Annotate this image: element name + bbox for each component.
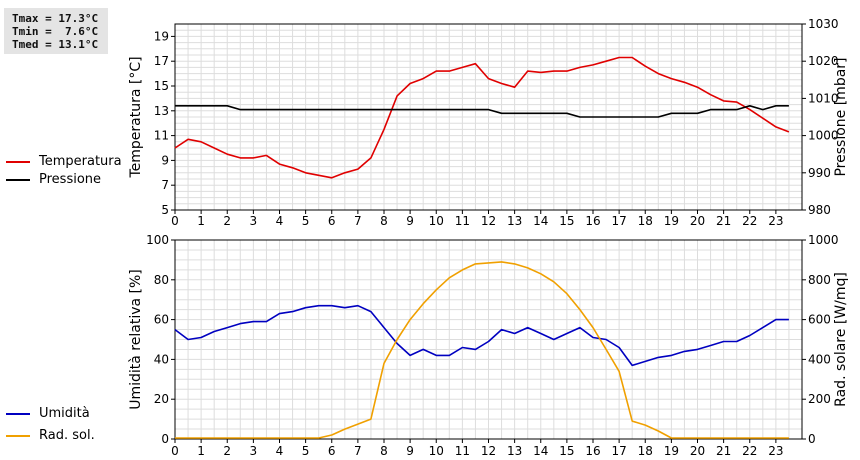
bottom-x-tick-label: 5 (302, 444, 310, 458)
top-x-tick-label: 16 (585, 214, 600, 228)
top-y2-axis-label: Pressione [mbar] (833, 57, 849, 176)
top-x-tick-label: 20 (690, 214, 705, 228)
bottom-x-tick-label: 20 (690, 444, 705, 458)
bottom-y2-tick-label: 600 (808, 313, 831, 327)
bottom-y2-tick-label: 400 (808, 352, 831, 366)
top-x-tick-label: 3 (250, 214, 258, 228)
bottom-x-tick-label: 21 (716, 444, 731, 458)
bottom-x-tick-label: 23 (768, 444, 783, 458)
top-x-tick-label: 14 (533, 214, 548, 228)
bottom-x-tick-label: 15 (559, 444, 574, 458)
legend-swatch-temperatura (6, 161, 30, 163)
bottom-y2-tick-label: 1000 (808, 233, 839, 247)
top-y-axis-label: Temperatura [°C] (128, 56, 144, 178)
legend-item-rad-sol: Rad. sol. (6, 427, 146, 445)
legend-item-umidita: Umidità (6, 405, 146, 423)
bottom-y2-tick-label: 800 (808, 273, 831, 287)
legend-swatch-umidita (6, 413, 30, 415)
top-x-tick-label: 4 (276, 214, 284, 228)
top-series-pressione (175, 105, 789, 118)
top-y-tick-label: 15 (154, 79, 169, 93)
top-y-tick-label: 17 (154, 54, 169, 68)
top-x-tick-label: 21 (716, 214, 731, 228)
bottom-y-tick-label: 100 (146, 233, 169, 247)
bottom-series-rad-sol (175, 261, 789, 439)
bottom-x-tick-label: 0 (171, 444, 179, 458)
top-x-tick-label: 1 (197, 214, 205, 228)
top-y-tick-label: 5 (161, 203, 169, 217)
bottom-x-tick-label: 13 (507, 444, 522, 458)
bottom-x-tick-label: 7 (354, 444, 362, 458)
bottom-x-tick-label: 22 (742, 444, 757, 458)
bottom-x-tick-label: 12 (481, 444, 496, 458)
top-y2-tick-label: 1020 (808, 54, 839, 68)
top-y-tick-label: 19 (154, 29, 169, 43)
top-x-tick-label: 6 (328, 214, 336, 228)
bottom-x-tick-label: 2 (223, 444, 231, 458)
top-y-tick-label: 9 (161, 153, 169, 167)
bottom-x-tick-label: 3 (250, 444, 258, 458)
bottom-x-tick-label: 9 (406, 444, 414, 458)
humidity-radiation-chart: 0 1 2 3 4 5 6 7 8 9 10 11 12 13 14 15 16 17 18 19 20 21 22 2302… (128, 233, 849, 458)
legend-swatch-rad-sol (6, 435, 30, 437)
top-x-tick-label: 18 (638, 214, 653, 228)
bottom-x-tick-label: 16 (585, 444, 600, 458)
top-x-tick-label: 19 (664, 214, 679, 228)
bottom-x-tick-label: 14 (533, 444, 548, 458)
top-x-tick-label: 13 (507, 214, 522, 228)
top-x-tick-label: 2 (223, 214, 231, 228)
top-x-tick-label: 11 (455, 214, 470, 228)
bottom-x-tick-label: 6 (328, 444, 336, 458)
bottom-y-tick-label: 60 (154, 313, 169, 327)
bottom-y-tick-label: 20 (154, 392, 169, 406)
top-x-tick-label: 8 (380, 214, 388, 228)
legend-label-umidita: Umidità (39, 406, 90, 421)
top-x-tick-label: 15 (559, 214, 574, 228)
top-series-temperatura (174, 56, 790, 179)
bottom-y-axis-label: Umidità relativa [%] (128, 269, 144, 410)
bottom-x-tick-label: 19 (664, 444, 679, 458)
top-y2-tick-label: 1000 (808, 129, 839, 143)
bottom-series-umidit (174, 304, 789, 367)
bottom-x-tick-label: 8 (380, 444, 388, 458)
legend-label-pressione: Pressione (39, 172, 102, 187)
top-y-tick-label: 11 (154, 129, 169, 143)
legend-swatch-pressione (6, 179, 30, 181)
bottom-x-tick-label: 18 (638, 444, 653, 458)
top-x-tick-label: 7 (354, 214, 362, 228)
bottom-y-tick-label: 80 (154, 273, 169, 287)
bottom-x-tick-label: 1 (197, 444, 205, 458)
stats-tmax: Tmax = 17.3°C (12, 12, 99, 25)
bottom-y-tick-label: 40 (154, 352, 169, 366)
stats-tmin: Tmin = 7.6°C (12, 25, 99, 38)
bottom-x-tick-label: 11 (455, 444, 470, 458)
top-x-tick-label: 17 (611, 214, 626, 228)
bottom-x-tick-label: 4 (276, 444, 284, 458)
top-x-tick-label: 0 (171, 214, 179, 228)
legend-label-temperatura: Temperatura (39, 154, 122, 169)
stats-box: Tmax = 17.3°C Tmin = 7.6°C Tmed = 13.1°C (4, 8, 108, 54)
temperature-pressure-chart: 0 1 2 3 4 5 6 7 8 9 10 11 12 13 14 15 16 17 18 19 20 21 22 2357… (128, 17, 849, 228)
stats-tmed: Tmed = 13.1°C (12, 38, 99, 51)
top-x-tick-label: 22 (742, 214, 757, 228)
bottom-x-tick-label: 10 (429, 444, 444, 458)
bottom-y2-tick-label: 0 (808, 432, 816, 446)
top-y2-tick-label: 980 (808, 203, 831, 217)
bottom-y2-axis-label: Rad. solare [W/mq] (833, 272, 849, 407)
top-x-tick-label: 9 (406, 214, 414, 228)
top-y2-tick-label: 1010 (808, 91, 839, 105)
top-y-tick-label: 13 (154, 104, 169, 118)
bottom-y2-tick-label: 200 (808, 392, 831, 406)
bottom-y-tick-label: 0 (161, 432, 169, 446)
top-x-tick-label: 5 (302, 214, 310, 228)
top-x-tick-label: 10 (429, 214, 444, 228)
top-y-tick-label: 7 (161, 178, 169, 192)
bottom-x-tick-label: 17 (611, 444, 626, 458)
legend-label-rad-sol: Rad. sol. (39, 428, 95, 443)
top-y2-tick-label: 990 (808, 166, 831, 180)
top-x-tick-label: 12 (481, 214, 496, 228)
top-y2-tick-label: 1030 (808, 17, 839, 31)
top-x-tick-label: 23 (768, 214, 783, 228)
